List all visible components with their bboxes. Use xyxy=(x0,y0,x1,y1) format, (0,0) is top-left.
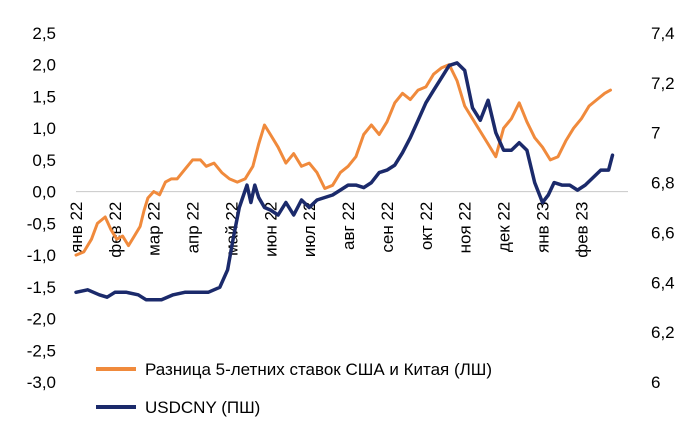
left-axis-ticks: 2,5 2,0 1,5 1,0 0,5 0,0 -0,5 -1,0 -1,5 -2,0 -2,5 -3… xyxy=(27,24,56,392)
month-tick-label: июл 22 xyxy=(300,202,319,257)
month-tick-label: мар 22 xyxy=(145,202,164,256)
right-tick-label: 6 xyxy=(651,373,660,392)
left-tick-label: -1,0 xyxy=(27,246,56,265)
right-tick-label: 6,6 xyxy=(651,223,675,242)
month-tick-label: окт 22 xyxy=(417,202,436,251)
right-tick-label: 6,2 xyxy=(651,323,675,342)
series-line-spread xyxy=(74,63,612,257)
month-tick-label: авг 22 xyxy=(339,202,358,250)
left-tick-label: -3,0 xyxy=(27,373,56,392)
right-tick-label: 7 xyxy=(651,124,660,143)
left-tick-label: 0,0 xyxy=(32,183,56,202)
series-layer xyxy=(74,61,615,302)
month-tick-label: апр 22 xyxy=(184,202,203,254)
month-tick-label: сен 22 xyxy=(378,202,397,253)
left-tick-label: 1,0 xyxy=(32,119,56,138)
right-tick-label: 7,2 xyxy=(651,74,675,93)
left-tick-label: 2,0 xyxy=(32,56,56,75)
month-tick-label: янв 23 xyxy=(533,202,552,253)
legend: Разница 5-летних ставок США и Китая (ЛШ)… xyxy=(96,360,492,417)
left-tick-label: -1,5 xyxy=(27,278,56,297)
month-tick-label: янв 22 xyxy=(67,202,86,253)
series-line-usdcny xyxy=(74,61,615,302)
left-tick-label: -2,0 xyxy=(27,310,56,329)
left-tick-label: 1,5 xyxy=(32,87,56,106)
right-tick-label: 6,8 xyxy=(651,174,675,193)
left-tick-label: 0,5 xyxy=(32,151,56,170)
right-tick-label: 6,4 xyxy=(651,273,675,292)
right-axis-ticks: 7,4 7,2 7 6,8 6,6 6,4 6,2 6 xyxy=(651,24,675,392)
left-tick-label: -2,5 xyxy=(27,341,56,360)
legend-label-spread: Разница 5-летних ставок США и Китая (ЛШ) xyxy=(145,360,492,379)
right-tick-label: 7,4 xyxy=(651,24,675,43)
month-tick-label: ноя 22 xyxy=(456,202,475,254)
left-tick-label: 2,5 xyxy=(32,24,56,43)
month-tick-label: фев 22 xyxy=(106,202,125,258)
left-tick-label: -0,5 xyxy=(27,214,56,233)
legend-label-usdcny: USDCNY (ПШ) xyxy=(145,398,260,417)
month-tick-label: дек 22 xyxy=(495,202,514,252)
month-tick-label: фев 23 xyxy=(572,202,591,258)
